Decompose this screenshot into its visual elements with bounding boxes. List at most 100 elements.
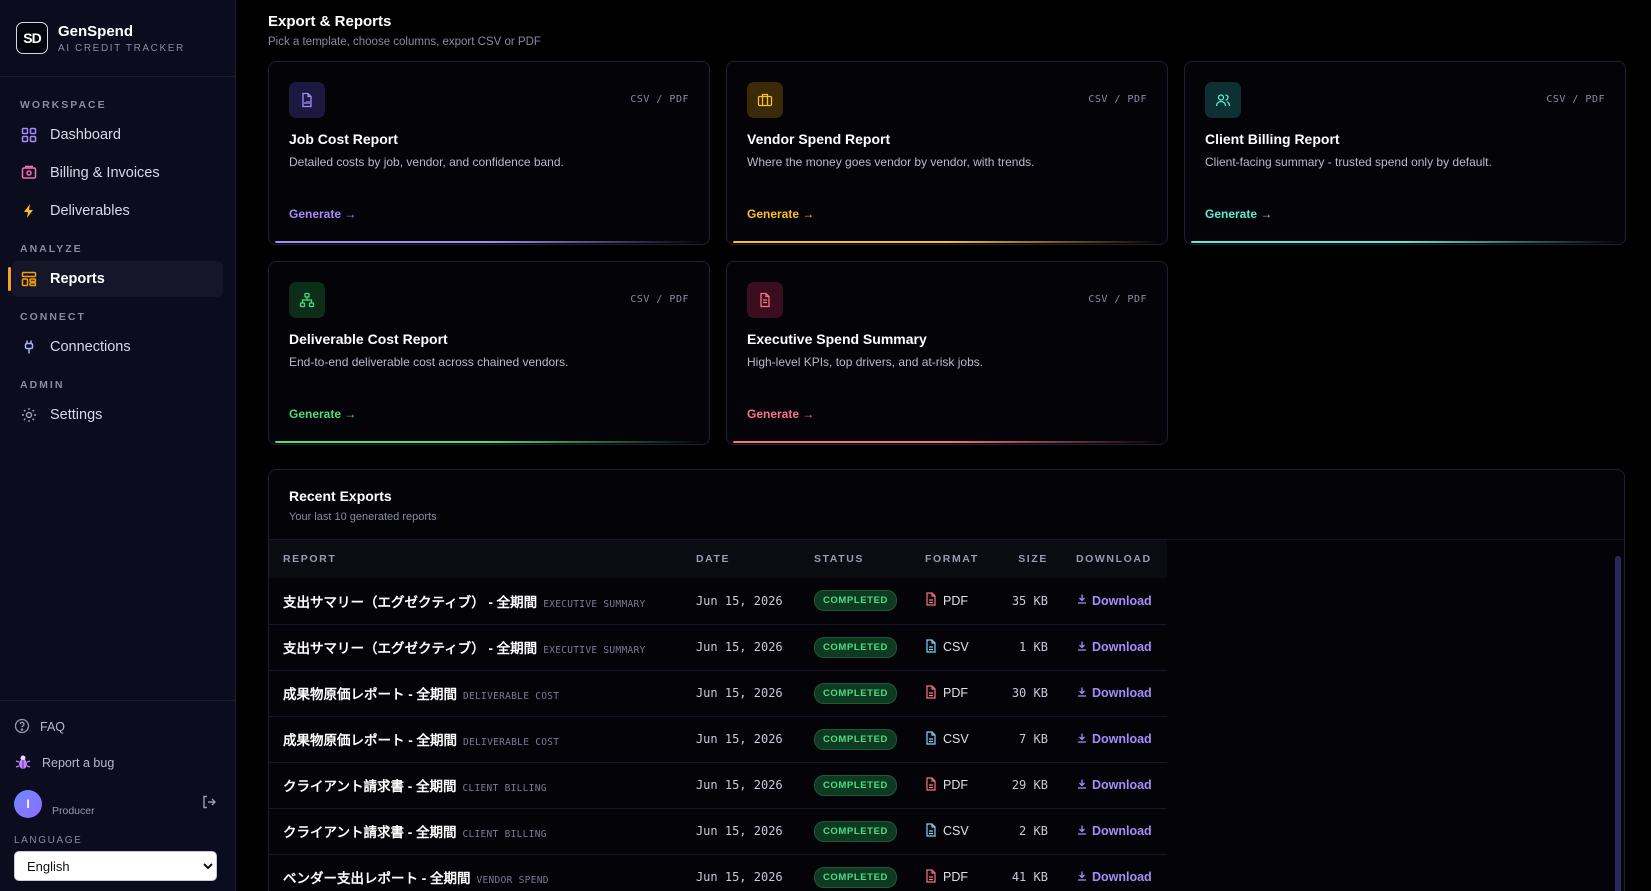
download-label: Download <box>1091 778 1152 792</box>
plug-icon <box>20 338 38 356</box>
column-header-format[interactable]: FORMAT <box>910 540 996 578</box>
report-name: 支出サマリー（エグゼクティブ） - 全期間 <box>283 641 538 656</box>
faq-link[interactable]: FAQ <box>14 715 221 739</box>
report-name: クライアント請求書 - 全期間 <box>283 825 457 840</box>
report-name: クライアント請求書 - 全期間 <box>283 779 457 794</box>
card-format: CSV / PDF <box>1088 294 1147 305</box>
download-icon <box>1076 732 1088 747</box>
download-button[interactable]: Download <box>1076 778 1152 793</box>
user-role: Producer <box>52 805 95 817</box>
generate-button[interactable]: Generate → <box>747 207 815 221</box>
document-icon <box>747 282 783 318</box>
file-icon <box>925 730 937 748</box>
brand-subtitle: AI CREDIT TRACKER <box>58 42 185 54</box>
download-icon <box>1076 870 1088 885</box>
status-badge: COMPLETED <box>813 866 897 888</box>
card-title: Executive Spend Summary <box>747 331 927 347</box>
download-label: Download <box>1091 732 1152 746</box>
briefcase-icon <box>747 82 783 118</box>
sidebar-item-billing[interactable]: Billing & Invoices <box>12 155 223 191</box>
column-header-report[interactable]: REPORT <box>269 540 682 578</box>
sidebar-item-deliverables[interactable]: Deliverables <box>12 193 223 229</box>
report-name: 成果物原価レポート - 全期間 <box>283 733 457 748</box>
download-label: Download <box>1091 640 1152 654</box>
generate-button[interactable]: Generate → <box>289 207 357 221</box>
card-title: Job Cost Report <box>289 131 398 147</box>
scrollbar-thumb[interactable] <box>1615 556 1621 891</box>
report-card-executive-summary[interactable]: CSV / PDF Executive Spend Summary High-l… <box>726 261 1168 445</box>
logout-icon[interactable] <box>201 794 217 815</box>
sidebar-item-settings[interactable]: Settings <box>12 397 223 433</box>
export-date: Jun 15, 2026 <box>681 670 800 717</box>
export-date: Jun 15, 2026 <box>681 854 800 891</box>
table-row[interactable]: クライアント請求書 - 全期間 CLIENT BILLING Jun 15, 20… <box>269 762 1167 809</box>
report-type: EXECUTIVE SUMMARY <box>543 645 646 656</box>
card-title: Client Billing Report <box>1205 131 1340 147</box>
report-type: EXECUTIVE SUMMARY <box>543 598 646 610</box>
sidebar-item-reports[interactable]: Reports <box>8 261 223 297</box>
download-button[interactable]: Download <box>1076 686 1152 701</box>
table-row[interactable]: ベンダー支出レポート - 全期間 VENDOR SPEND Jun 15, 202… <box>269 854 1167 891</box>
table-row[interactable]: 成果物原価レポート - 全期間 DELIVERABLE COST Jun 15, … <box>269 670 1167 717</box>
card-format: CSV / PDF <box>1546 94 1605 105</box>
sidebar-item-connections[interactable]: Connections <box>12 329 223 365</box>
status-badge: COMPLETED <box>813 590 897 612</box>
table-row[interactable]: 成果物原価レポート - 全期間 DELIVERABLE COST Jun 15, … <box>269 716 1167 763</box>
report-card-client-billing[interactable]: CSV / PDF Client Billing Report Client-f… <box>1184 61 1626 245</box>
report-card-vendor-spend[interactable]: CSV / PDF Vendor Spend Report Where the … <box>726 61 1168 245</box>
card-accent-bar <box>275 241 703 243</box>
report-type: DELIVERABLE COST <box>463 691 560 702</box>
brand[interactable]: SD GenSpend AI CREDIT TRACKER <box>0 0 235 77</box>
exports-table: REPORT DATE STATUS FORMAT SIZE DOWNLOAD … <box>269 540 1167 891</box>
card-description: Where the money goes vendor by vendor, w… <box>747 155 1035 169</box>
users-icon <box>1205 82 1241 118</box>
report-bug-link[interactable]: Report a bug <box>14 751 221 775</box>
download-button[interactable]: Download <box>1076 593 1152 608</box>
file-size: 7 KB <box>995 716 1062 763</box>
recent-exports-subtitle: Your last 10 generated reports <box>289 511 437 523</box>
download-label: Download <box>1091 870 1152 884</box>
download-button[interactable]: Download <box>1076 870 1152 885</box>
table-scrollbar[interactable] <box>1615 546 1621 891</box>
user-profile[interactable]: I Producer <box>14 787 221 821</box>
column-header-status[interactable]: STATUS <box>799 540 911 578</box>
sidebar-item-label: Billing & Invoices <box>50 165 160 181</box>
gear-icon <box>20 406 38 424</box>
recent-exports: Recent Exports Your last 10 generated re… <box>268 469 1625 891</box>
card-title: Deliverable Cost Report <box>289 331 448 347</box>
download-button[interactable]: Download <box>1076 824 1152 839</box>
table-row[interactable]: 支出サマリー（エグゼクティブ） - 全期間 EXECUTIVE SUMMARY J… <box>269 578 1167 625</box>
sidebar-item-label: Dashboard <box>50 127 121 143</box>
report-name: 支出サマリー（エグゼクティブ） - 全期間 <box>283 594 538 610</box>
file-size: 1 KB <box>995 624 1062 671</box>
status-badge: COMPLETED <box>813 682 897 704</box>
report-name: 成果物原価レポート - 全期間 <box>283 687 457 702</box>
report-name: ベンダー支出レポート - 全期間 <box>283 871 471 886</box>
file-size: 29 KB <box>995 762 1062 809</box>
download-button[interactable]: Download <box>1076 640 1152 655</box>
table-row[interactable]: 支出サマリー（エグゼクティブ） - 全期間 EXECUTIVE SUMMARY J… <box>269 624 1167 671</box>
file-icon <box>925 592 937 609</box>
sidebar-item-dashboard[interactable]: Dashboard <box>12 117 223 153</box>
card-description: Client-facing summary - trusted spend on… <box>1205 155 1492 169</box>
column-header-download[interactable]: DOWNLOAD <box>1061 540 1167 578</box>
file-icon <box>925 822 937 840</box>
avatar: I <box>14 790 42 818</box>
report-card-deliverable-cost[interactable]: CSV / PDF Deliverable Cost Report End-to… <box>268 261 710 445</box>
file-format: CSV <box>942 824 969 838</box>
report-card-job-cost[interactable]: CSV / PDF Job Cost Report Detailed costs… <box>268 61 710 245</box>
generate-button[interactable]: Generate → <box>1205 207 1273 221</box>
network-icon <box>289 282 325 318</box>
download-icon <box>1076 778 1088 793</box>
download-button[interactable]: Download <box>1076 732 1152 747</box>
table-row[interactable]: クライアント請求書 - 全期間 CLIENT BILLING Jun 15, 20… <box>269 808 1167 855</box>
card-format: CSV / PDF <box>1088 94 1147 105</box>
file-size: 30 KB <box>995 670 1062 717</box>
column-header-size[interactable]: SIZE <box>995 540 1062 578</box>
file-format: PDF <box>942 686 968 700</box>
language-select[interactable]: English <box>14 851 217 881</box>
generate-button[interactable]: Generate → <box>289 407 357 421</box>
column-header-date[interactable]: DATE <box>681 540 800 578</box>
generate-button[interactable]: Generate → <box>747 407 815 421</box>
